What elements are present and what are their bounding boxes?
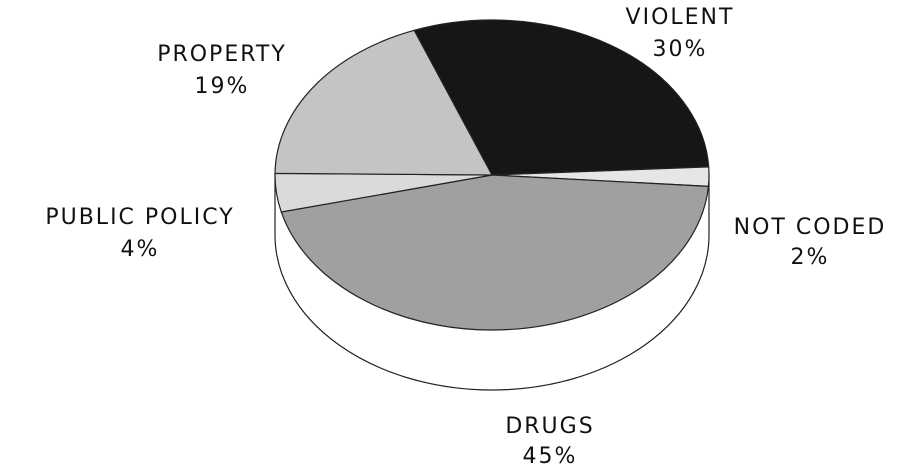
pie-slice bbox=[274, 29, 494, 176]
slice-label: DRUGS bbox=[505, 414, 594, 439]
slice-label: NOT CODED bbox=[734, 215, 887, 240]
pie-slice bbox=[413, 19, 710, 176]
slice-label: PROPERTY bbox=[157, 42, 287, 67]
slice-label: PUBLIC POLICY bbox=[45, 205, 234, 230]
slice-label: VIOLENT bbox=[626, 5, 735, 30]
slice-value-label: 45% bbox=[523, 444, 578, 467]
slice-value-label: 2% bbox=[791, 245, 830, 270]
slice-value-label: 4% bbox=[121, 237, 160, 262]
slice-value-label: 30% bbox=[653, 37, 708, 62]
pie-slice bbox=[280, 174, 710, 331]
slice-value-label: 19% bbox=[195, 74, 250, 99]
